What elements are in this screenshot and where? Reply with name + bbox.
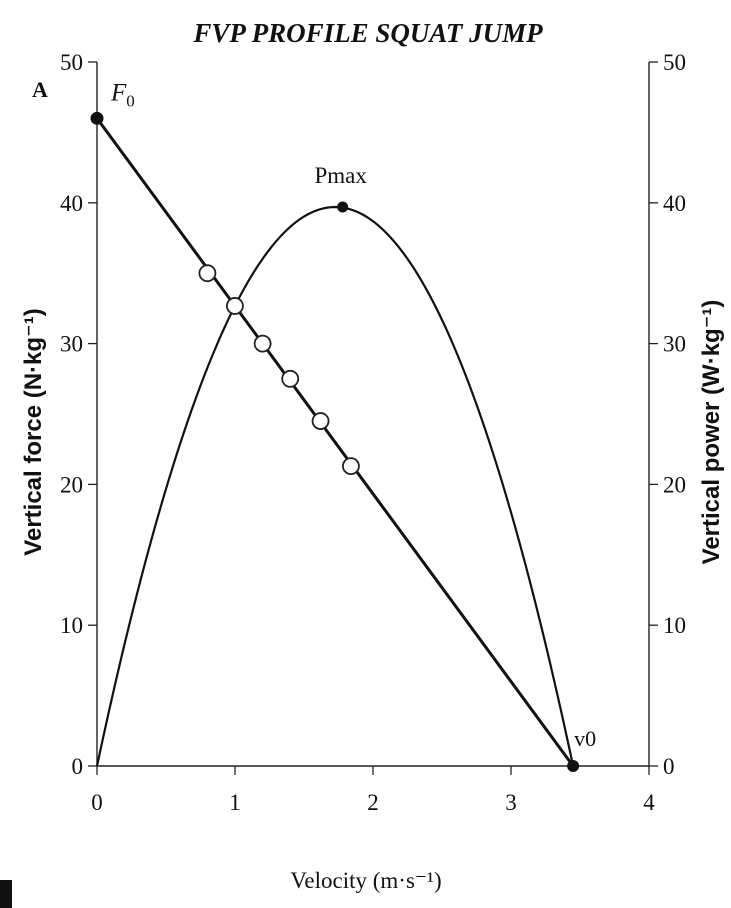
axes <box>96 62 650 767</box>
measured-point <box>311 412 330 430</box>
y-tick-label-left: 30 <box>60 332 83 357</box>
measured-point <box>198 264 217 283</box>
y-tick-label-right: 10 <box>663 613 686 638</box>
f0-point <box>90 111 104 125</box>
x-tick-label: 4 <box>643 790 655 815</box>
y-tick-label-left: 0 <box>72 754 84 779</box>
y-tick-label-right: 40 <box>663 191 686 216</box>
y-axis-label-right: Vertical power (W·kg⁻¹) <box>698 300 725 565</box>
f0-annotation: F0 <box>110 79 135 110</box>
marks <box>90 111 580 772</box>
measured-point <box>342 457 360 475</box>
corner-mark <box>0 880 12 908</box>
x-tick-label: 0 <box>91 790 103 815</box>
y-tick-label-right: 50 <box>663 50 686 75</box>
y-tick-label-left: 20 <box>60 472 83 497</box>
force-velocity-line <box>95 117 575 767</box>
v0-point <box>567 760 580 772</box>
intersection-point <box>226 297 244 315</box>
x-tick-label: 3 <box>505 790 517 815</box>
y-axis-label-left: Vertical force (N·kg⁻¹) <box>20 308 47 555</box>
pmax-point <box>337 201 349 213</box>
y-tick-label-left: 10 <box>60 613 83 638</box>
x-axis-label: Velocity (m·s⁻¹) <box>290 868 441 893</box>
y-tick-label-left: 50 <box>60 50 83 75</box>
measured-point <box>281 369 300 388</box>
annotations: F0 Pmax v0 <box>110 79 596 751</box>
chart-title: FVP PROFILE SQUAT JUMP <box>192 18 543 48</box>
panel-label: A <box>32 77 48 102</box>
x-tick-label: 1 <box>229 790 241 815</box>
y-tick-label-right: 30 <box>663 332 686 357</box>
y-tick-label-left: 40 <box>60 191 83 216</box>
x-tick-label: 2 <box>367 790 379 815</box>
y-tick-label-right: 20 <box>663 472 686 497</box>
measured-point <box>253 334 272 353</box>
power-velocity-curve <box>95 205 575 767</box>
y-tick-label-right: 0 <box>663 754 675 779</box>
v0-annotation: v0 <box>574 726 596 751</box>
pmax-annotation: Pmax <box>314 163 367 188</box>
